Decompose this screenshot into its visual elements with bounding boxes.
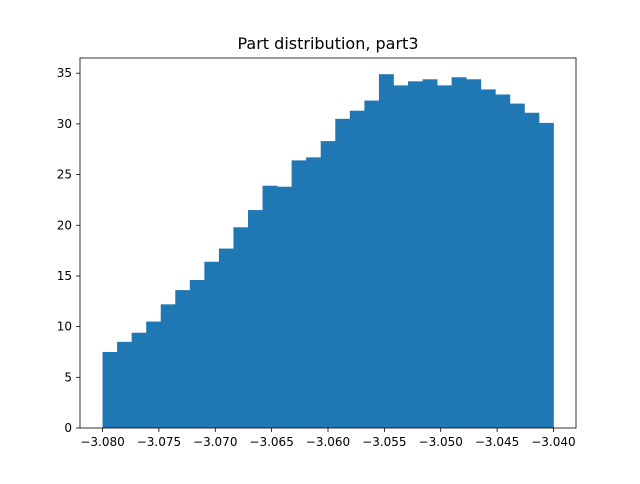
- histogram-bar: [538, 122, 554, 428]
- histogram-bar: [451, 77, 467, 428]
- x-tick-label: −3.040: [531, 435, 575, 449]
- histogram-bar: [248, 210, 263, 428]
- x-tick-label: −3.055: [362, 435, 406, 449]
- histogram-bar: [335, 118, 351, 429]
- histogram-bar: [146, 321, 162, 428]
- histogram-bar: [437, 85, 453, 428]
- histogram-bar: [131, 332, 147, 428]
- y-tick-label: 30: [57, 117, 72, 131]
- bars-group: [102, 74, 554, 429]
- y-tick-label: 35: [57, 66, 72, 80]
- histogram-bar: [306, 157, 322, 428]
- x-tick-label: −3.045: [475, 435, 519, 449]
- histogram-bar: [495, 94, 511, 428]
- x-tick-label: −3.065: [249, 435, 293, 449]
- histogram-bar: [189, 280, 205, 428]
- histogram-bar: [466, 79, 482, 429]
- histogram-bar: [160, 304, 176, 428]
- x-tick-label: −3.080: [80, 435, 124, 449]
- x-tick-label: −3.050: [419, 435, 463, 449]
- histogram-bar: [349, 110, 365, 428]
- histogram-bar: [117, 341, 133, 428]
- histogram-bar: [393, 85, 409, 428]
- histogram-bar: [509, 103, 525, 428]
- histogram-bar: [480, 89, 496, 429]
- histogram-bar: [320, 141, 336, 428]
- histogram-bar: [262, 185, 278, 428]
- x-tick-label: −3.075: [137, 435, 181, 449]
- histogram-bar: [277, 186, 293, 428]
- y-tick-label: 20: [57, 218, 72, 232]
- x-tick-label: −3.070: [193, 435, 237, 449]
- y-tick-label: 25: [57, 168, 72, 182]
- histogram-bar: [233, 227, 249, 428]
- histogram-bar: [204, 261, 220, 428]
- y-tick-label: 0: [64, 421, 72, 435]
- histogram-bar: [408, 81, 423, 429]
- x-axis: −3.080 −3.075 −3.070 −3.065 −3.060 −3.055 −3.0…: [80, 428, 576, 449]
- histogram-bar: [218, 248, 234, 428]
- histogram-bar: [378, 74, 394, 428]
- y-axis: 0 5 10 15 20 25 30 35: [57, 66, 80, 435]
- histogram-bar: [364, 100, 380, 428]
- x-tick-label: −3.060: [306, 435, 350, 449]
- histogram-bar: [291, 160, 307, 429]
- histogram-bar: [102, 351, 118, 428]
- histogram-bar: [524, 112, 540, 429]
- histogram-bar: [422, 79, 438, 429]
- histogram-bar: [175, 290, 191, 428]
- chart-title: Part distribution, part3: [237, 34, 418, 53]
- y-tick-label: 10: [57, 320, 72, 334]
- y-tick-label: 5: [64, 370, 72, 384]
- y-tick-label: 15: [57, 269, 72, 283]
